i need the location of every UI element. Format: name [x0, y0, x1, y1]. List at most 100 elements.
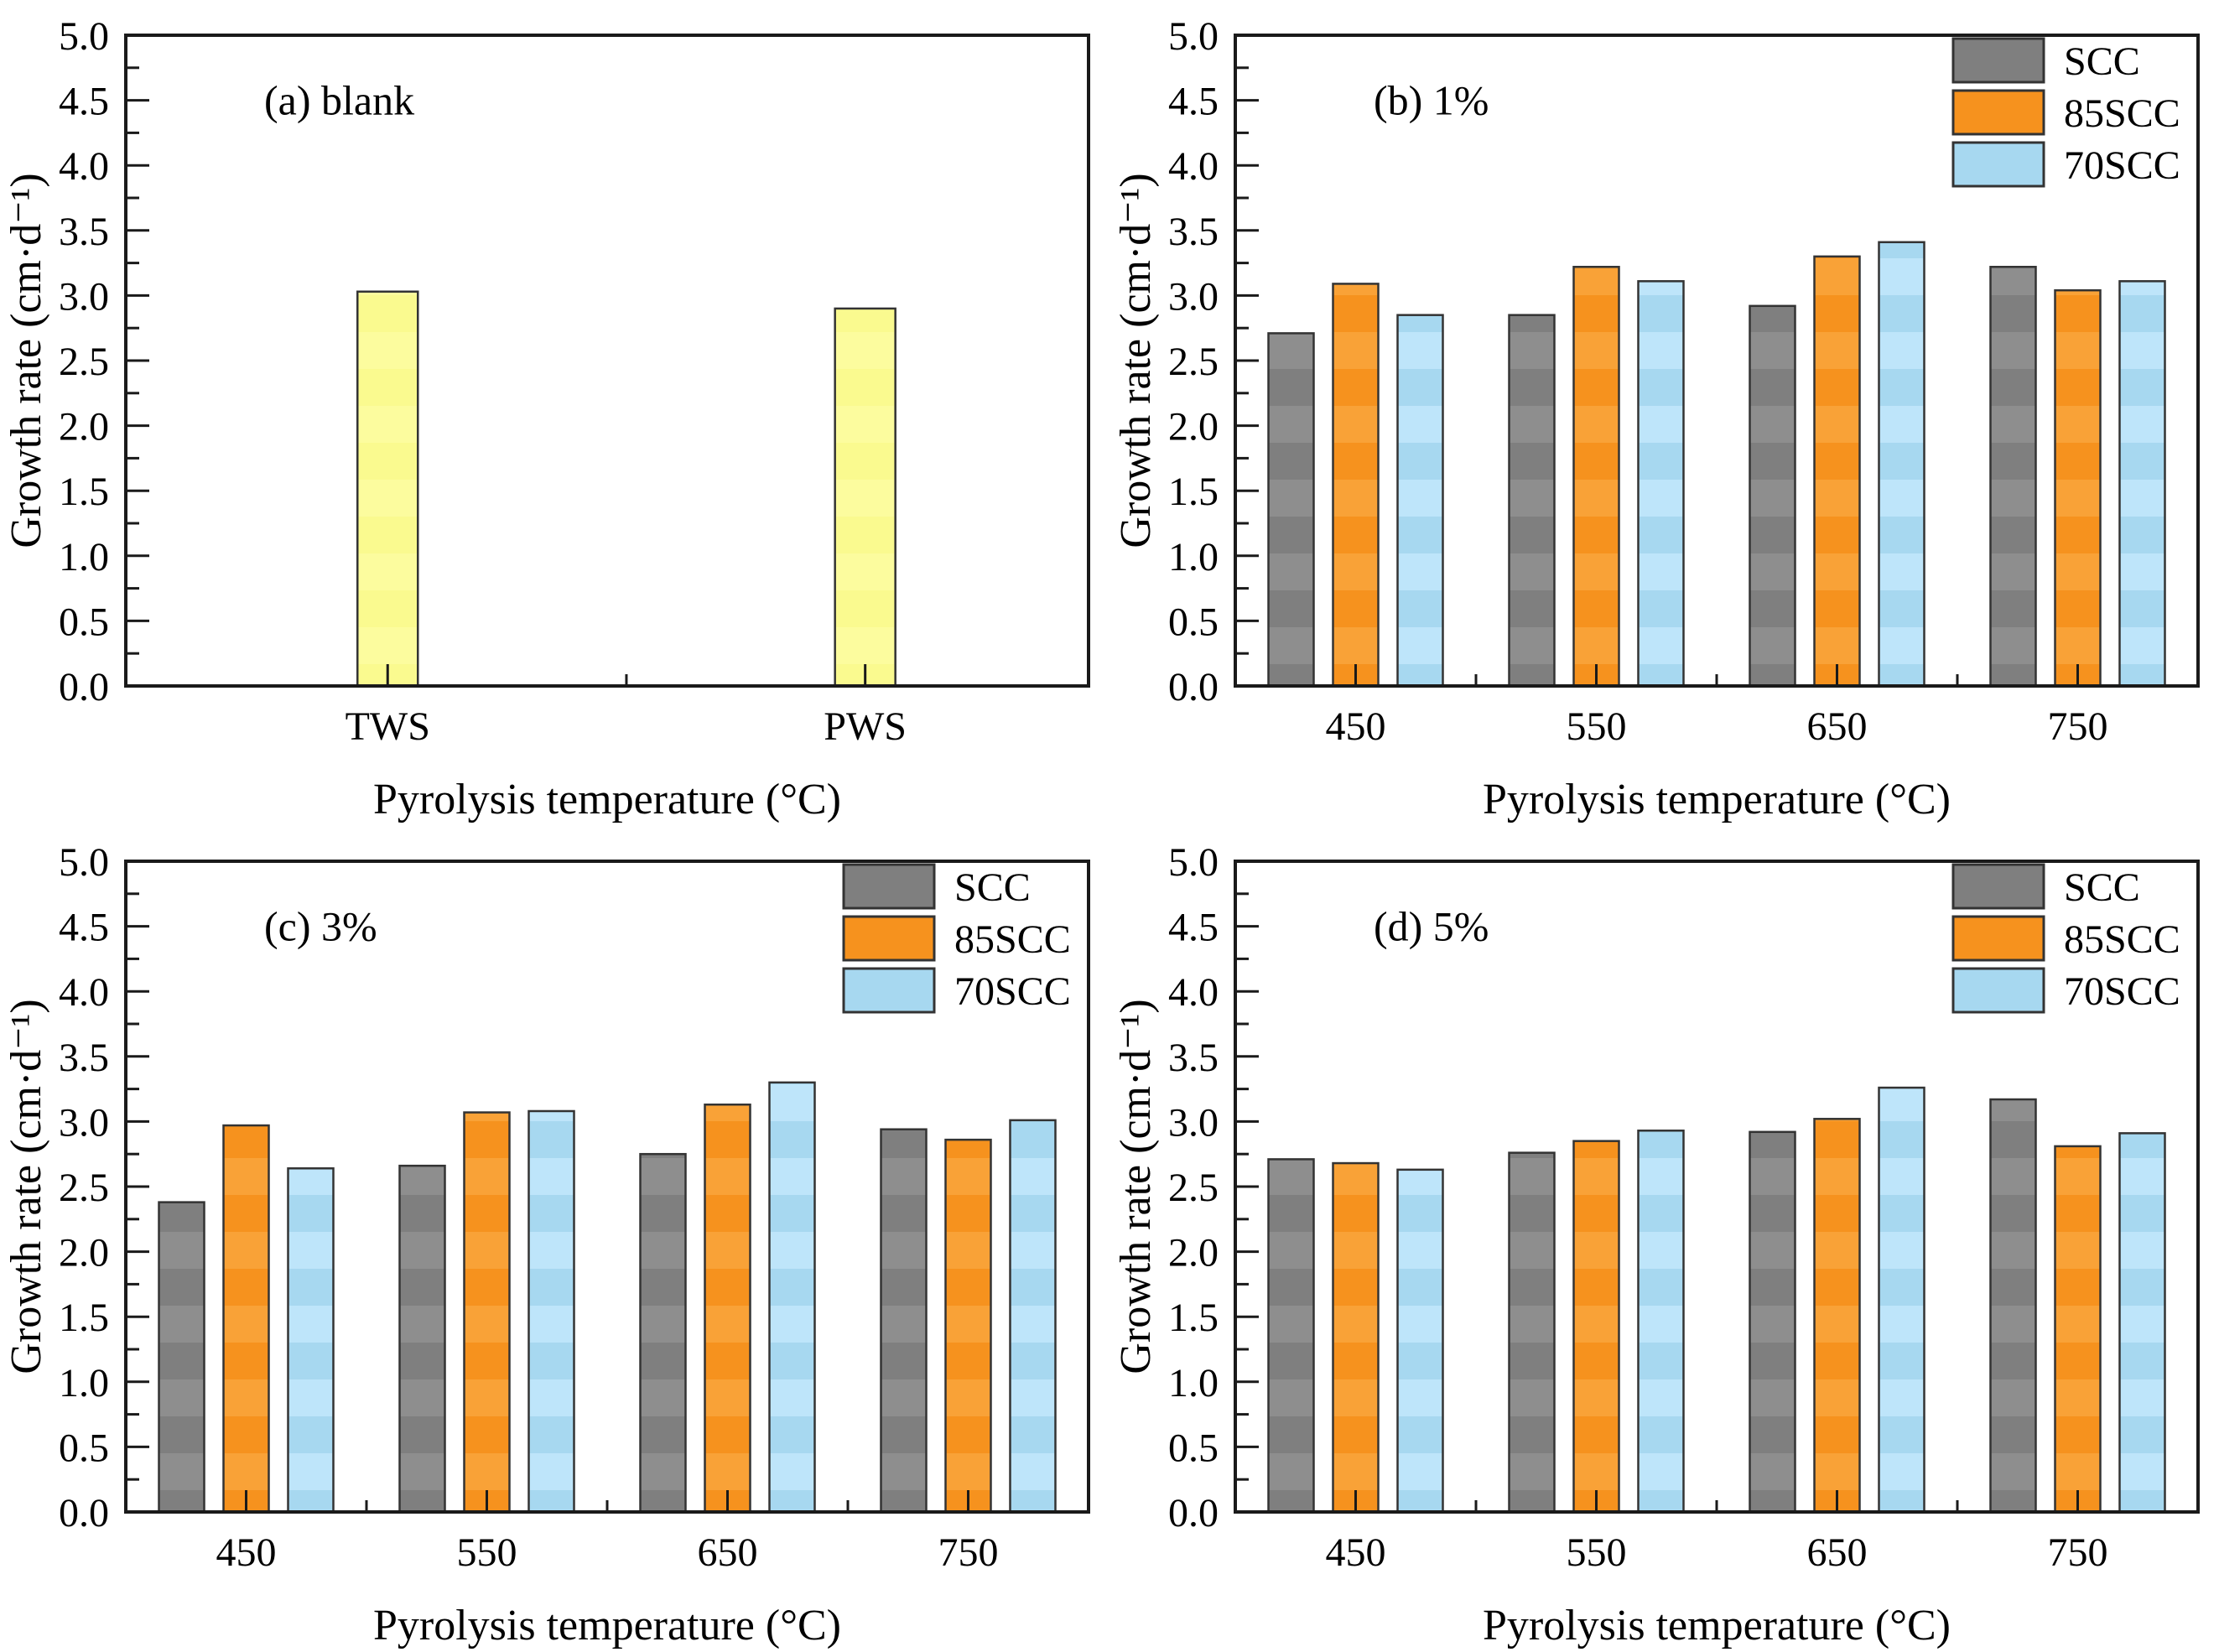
bars: [1267, 1086, 2166, 1514]
y-tick-label: 0.0: [59, 1491, 109, 1535]
bars: [356, 290, 896, 688]
legend-label-SCC: SCC: [2064, 39, 2140, 84]
bar-blank-PWS: [834, 307, 896, 688]
plot-frame: [124, 860, 1090, 1514]
x-tick-label: 550: [1567, 704, 1627, 749]
x-axis-title: Pyrolysis temperature (°C): [373, 776, 841, 823]
bar-85SCC-750: [944, 1138, 992, 1514]
y-tick-label: 5.0: [1168, 14, 1219, 59]
y-tick-label: 1.0: [1168, 1361, 1219, 1405]
x-axis-ticks: [1354, 664, 2079, 684]
chart-panel-d-5pct: 0.0 0.5 1.0 1.5 2.0 2.5 3.0 3.5 4.0 4.5 5.0 450 550 6…: [1110, 826, 2219, 1652]
bars: [158, 1081, 1057, 1514]
bar-70SCC-550: [1637, 1130, 1685, 1514]
y-tick-label: 2.5: [1168, 340, 1219, 384]
legend-swatch-SCC: [1951, 37, 2045, 84]
y-tick-label: 0.5: [1168, 1426, 1219, 1470]
bar-SCC-550: [1508, 1151, 1556, 1514]
y-tick-label: 2.0: [59, 405, 109, 449]
y-tick-label: 3.5: [1168, 210, 1219, 254]
y-tick-label: 2.0: [1168, 405, 1219, 449]
y-tick-label: 4.5: [1168, 906, 1219, 950]
y-tick-label: 0.5: [59, 600, 109, 644]
chart-svg-d: 0.0 0.5 1.0 1.5 2.0 2.5 3.0 3.5 4.0 4.5 5.0 450 550 6…: [1112, 840, 2200, 1649]
y-tick-label: 1.0: [1168, 535, 1219, 579]
bar-85SCC-650: [1813, 1118, 1861, 1514]
x-tick-label: 550: [457, 1530, 517, 1575]
legend-swatch-SCC: [842, 863, 936, 910]
legend: SCC 85SCC 70SCC: [842, 863, 1071, 1014]
legend-swatch-85SCC: [842, 915, 936, 962]
bar-SCC-450: [1267, 332, 1315, 688]
bar-blank-TWS: [356, 290, 419, 688]
y-tick-label: 4.5: [1168, 80, 1219, 124]
bars: [1267, 241, 2166, 688]
legend-label-85SCC: 85SCC: [2064, 91, 2180, 136]
bar-SCC-750: [1989, 266, 2037, 688]
bar-SCC-750: [1989, 1098, 2037, 1514]
bar-SCC-650: [1749, 1130, 1796, 1514]
y-tick-label: 0.5: [59, 1426, 109, 1470]
x-tick-label: 650: [1807, 704, 1868, 749]
y-tick-label: 3.0: [59, 1100, 109, 1145]
chart-panel-c-3pct: 0.0 0.5 1.0 1.5 2.0 2.5 3.0 3.5 4.0 4.5 5.0 450 550 6…: [0, 826, 1110, 1652]
y-tick-label: 3.0: [1168, 1100, 1219, 1145]
bar-SCC-750: [880, 1128, 928, 1514]
bar-SCC-550: [398, 1164, 446, 1514]
chart-svg-c: 0.0 0.5 1.0 1.5 2.0 2.5 3.0 3.5 4.0 4.5 5.0 450 550 6…: [3, 840, 1090, 1649]
panel-label: (b) 1%: [1374, 77, 1489, 124]
y-tick-label: 0.5: [1168, 600, 1219, 644]
y-axis-ticks: [1237, 860, 1259, 1514]
panel-label: (c) 3%: [264, 903, 377, 950]
x-axis-ticks: [1354, 1490, 2079, 1510]
y-tick-label: 5.0: [59, 14, 109, 59]
x-tick-label: 450: [1326, 704, 1386, 749]
bar-85SCC-750: [2054, 288, 2102, 688]
x-tick-label: 750: [2048, 704, 2108, 749]
y-tick-label: 3.5: [1168, 1036, 1219, 1080]
y-axis-title: Growth rate (cm·d⁻¹): [3, 173, 50, 548]
bar-85SCC-450: [222, 1124, 270, 1514]
y-axis-ticks: [127, 34, 149, 688]
x-axis-ticks: [386, 664, 867, 684]
y-tick-label: 2.5: [59, 340, 109, 384]
x-tick-label: 650: [1807, 1530, 1868, 1575]
y-tick-label: 1.5: [1168, 470, 1219, 514]
x-tick-label: 450: [1326, 1530, 1386, 1575]
bar-85SCC-550: [1572, 1140, 1620, 1514]
plot-frame: [1234, 34, 2200, 688]
legend-label-70SCC: 70SCC: [2064, 969, 2180, 1014]
y-tick-label: 1.5: [59, 470, 109, 514]
y-tick-label: 1.5: [1168, 1296, 1219, 1340]
y-tick-label: 5.0: [59, 840, 109, 885]
y-tick-label: 4.0: [59, 144, 109, 189]
x-tick-label: 750: [938, 1530, 999, 1575]
bar-85SCC-450: [1332, 283, 1380, 688]
x-tick-label: 750: [2048, 1530, 2108, 1575]
y-tick-label: 3.0: [1168, 274, 1219, 319]
y-tick-label: 2.0: [59, 1231, 109, 1275]
panel-label: (a) blank: [264, 77, 414, 124]
bar-SCC-650: [639, 1152, 687, 1514]
bar-85SCC-550: [463, 1111, 511, 1514]
bar-70SCC-650: [1878, 241, 1925, 688]
x-axis-title: Pyrolysis temperature (°C): [373, 1602, 841, 1649]
bar-70SCC-550: [527, 1109, 575, 1514]
bar-85SCC-750: [2054, 1145, 2102, 1514]
bar-SCC-550: [1508, 314, 1556, 688]
legend-swatch-70SCC: [1951, 967, 2045, 1014]
y-tick-label: 2.5: [59, 1166, 109, 1210]
legend: SCC 85SCC 70SCC: [1951, 37, 2180, 188]
bar-SCC-650: [1749, 304, 1796, 688]
legend-swatch-85SCC: [1951, 915, 2045, 962]
y-axis-title: Growth rate (cm·d⁻¹): [1112, 173, 1160, 548]
bar-70SCC-750: [2118, 1132, 2166, 1514]
y-tick-label: 4.0: [59, 970, 109, 1015]
bar-70SCC-550: [1637, 280, 1685, 688]
legend-swatch-SCC: [1951, 863, 2045, 910]
chart-svg-b: 0.0 0.5 1.0 1.5 2.0 2.5 3.0 3.5 4.0 4.5 5.0 450 550 6…: [1112, 14, 2200, 823]
bar-70SCC-750: [2118, 280, 2166, 688]
bar-70SCC-650: [1878, 1086, 1925, 1514]
y-tick-label: 0.0: [1168, 1491, 1219, 1535]
